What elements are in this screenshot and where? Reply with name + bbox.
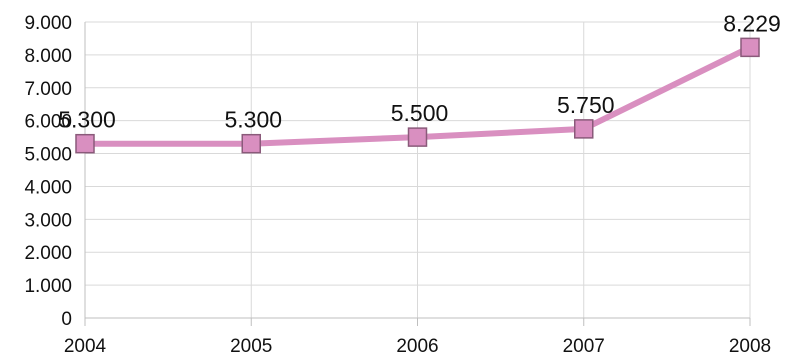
data-point-marker	[740, 37, 760, 58]
data-label: 5.300	[224, 107, 282, 133]
data-label: 5.300	[58, 107, 116, 133]
y-tick-label: 5.000	[24, 145, 72, 166]
data-point-marker	[241, 133, 261, 154]
y-tick-label: 1.000	[24, 276, 72, 297]
y-tick-label: 8.000	[24, 46, 72, 67]
data-point-marker	[407, 127, 428, 147]
y-tick-label: 2.000	[24, 243, 72, 264]
y-tick-label: 9.000	[24, 13, 72, 34]
data-label: 5.750	[557, 92, 615, 118]
data-point-marker	[75, 133, 95, 154]
axes	[84, 22, 751, 326]
x-tick-label: 2005	[230, 336, 272, 357]
x-tick-label: 2004	[64, 336, 107, 357]
y-tick-label: 7.000	[24, 79, 72, 100]
x-tick-label: 2008	[729, 336, 771, 357]
x-tick-label: 2007	[563, 336, 605, 357]
grid-lines	[85, 21, 751, 318]
data-label: 8.229	[723, 10, 781, 36]
data-markers	[75, 37, 760, 154]
data-label: 5.500	[391, 100, 449, 126]
data-point-marker	[574, 119, 594, 139]
y-tick-label: 6.000	[24, 112, 72, 133]
x-tick-label: 2006	[396, 336, 438, 357]
y-tick-label: 3.000	[24, 210, 72, 231]
data-labels: 5.300 5.300 5.500 5.750 8.229	[58, 10, 781, 132]
x-axis-tick-labels: 2004 2005 2006 2007 2008	[64, 336, 771, 357]
y-tick-label: 4.000	[24, 177, 72, 198]
y-axis-tick-labels: 0 1.000 2.000 3.000 4.000 5.000 6.000 7.000 8.00…	[24, 13, 72, 330]
y-tick-label: 0	[61, 309, 72, 330]
